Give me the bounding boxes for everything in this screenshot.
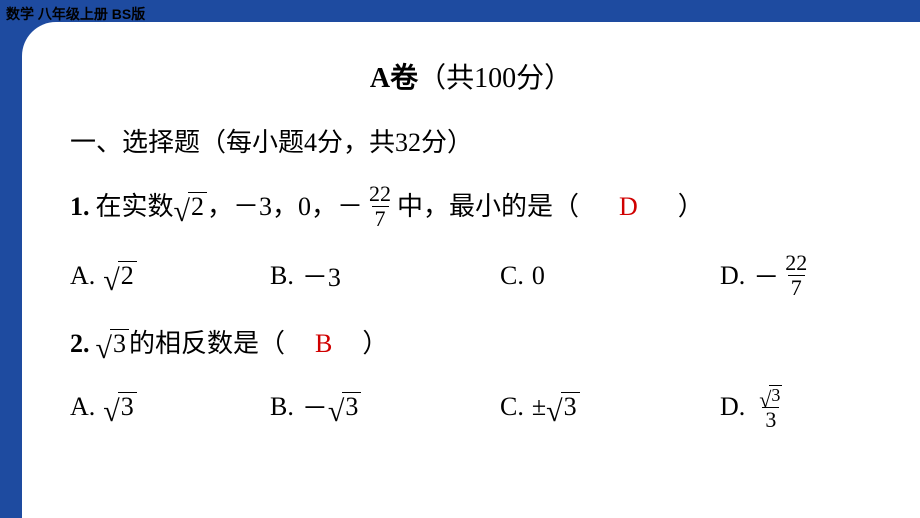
q1-num: 1. — [70, 190, 90, 224]
q1-answer: D — [619, 190, 638, 224]
q2-option-d: D. √ 3 3 — [720, 383, 788, 431]
option-text: －3 — [302, 257, 341, 294]
option-label: C. — [500, 392, 524, 422]
q1-text-c: 中，最小的是（ — [397, 190, 579, 224]
q2-row: 2. √ 3 的相反数是（ B ） — [70, 327, 872, 361]
option-label: D. — [720, 261, 745, 291]
section-heading: 一、选择题（每小题4分，共32分） — [70, 122, 872, 159]
sqrt-body: 3 — [342, 392, 361, 422]
fraction: √ 3 3 — [756, 383, 785, 431]
sqrt-icon: √ 3 — [328, 392, 361, 422]
sqrt-icon: √ 3 — [96, 329, 129, 359]
sqrt-icon: √ 3 — [759, 385, 782, 406]
plusminus-sign: ± — [532, 392, 546, 422]
sqrt-body: 3 — [118, 392, 137, 422]
q1-text-a: 在实数 — [96, 190, 174, 224]
sqrt-icon: √ 3 — [103, 392, 136, 422]
minus-sign: － — [302, 388, 328, 425]
section-note: （每小题4分，共32分） — [200, 128, 473, 157]
q1-text-d: ） — [678, 190, 704, 224]
q2-num: 2. — [70, 327, 90, 361]
paper-title-rest: （共100分） — [418, 63, 572, 94]
option-label: D. — [720, 392, 745, 422]
sqrt-body: 3 — [561, 392, 580, 422]
q2-option-b: B. － √ 3 — [270, 388, 500, 425]
q2-text-a: 的相反数是（ — [129, 327, 285, 361]
q1-option-d: D. － 22 7 — [720, 252, 813, 299]
q2-text-b: ） — [362, 327, 388, 361]
radical-symbol: √ — [328, 401, 344, 424]
sqrt-icon: √ 2 — [174, 192, 207, 222]
option-label: B. — [270, 392, 294, 422]
option-label: A. — [70, 392, 95, 422]
q1-option-b: B. －3 — [270, 257, 500, 294]
radical-symbol: √ — [103, 401, 119, 424]
q1-option-a: A. √ 2 — [70, 261, 270, 291]
sqrt-icon: √ 2 — [103, 261, 136, 291]
content-card: A卷（共100分） 一、选择题（每小题4分，共32分） 1. 在实数 √ 2 ，… — [22, 22, 920, 518]
radical-symbol: √ — [103, 270, 119, 293]
page-header: 数学 八年级上册 BS版 — [6, 4, 145, 24]
frac-den: 7 — [372, 206, 389, 230]
option-label: B. — [270, 261, 294, 291]
paper-title-bold: A卷 — [370, 63, 418, 94]
frac-num: √ 3 — [756, 383, 785, 407]
option-label: A. — [70, 261, 95, 291]
q1-text-b: ，－3，0，－ — [207, 190, 363, 224]
frac-num: 22 — [366, 183, 394, 206]
radical-symbol: √ — [759, 392, 771, 409]
fraction: 22 7 — [782, 252, 810, 299]
paper-title: A卷（共100分） — [70, 56, 872, 96]
q2-options: A. √ 3 B. － √ 3 C. ± √ 3 D. — [70, 383, 872, 431]
frac-den: 7 — [788, 275, 805, 299]
q2-option-a: A. √ 3 — [70, 392, 270, 422]
q1-options: A. √ 2 B. －3 C. 0 D. － 22 7 — [70, 252, 872, 299]
sqrt-body: 2 — [188, 192, 207, 222]
sqrt-body: 3 — [110, 329, 129, 359]
sqrt-body: 2 — [118, 261, 137, 291]
fraction: 22 7 — [366, 183, 394, 230]
q1-row: 1. 在实数 √ 2 ，－3，0，－ 22 7 中，最小的是（ D ） — [70, 183, 872, 230]
q2-option-c: C. ± √ 3 — [500, 392, 720, 422]
q2-answer: B — [315, 327, 332, 361]
section-label: 一、选择题 — [70, 128, 200, 157]
sqrt-icon: √ 3 — [546, 392, 579, 422]
radical-symbol: √ — [546, 401, 562, 424]
radical-symbol: √ — [174, 201, 190, 224]
option-text: 0 — [532, 261, 545, 291]
q1-option-c: C. 0 — [500, 261, 720, 291]
radical-symbol: √ — [96, 338, 112, 361]
minus-sign: － — [753, 257, 779, 294]
frac-num: 22 — [782, 252, 810, 275]
option-label: C. — [500, 261, 524, 291]
